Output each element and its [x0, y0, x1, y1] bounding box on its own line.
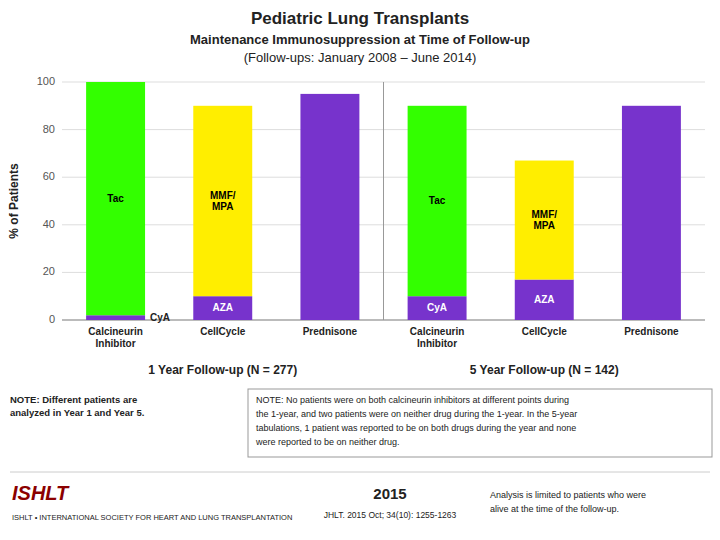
- segment-label: Tac: [107, 192, 124, 203]
- note-box: [248, 389, 712, 457]
- x-tick-label: Prednisone: [624, 326, 679, 337]
- segment-label: AZA: [534, 293, 555, 304]
- y-tick-label: 40: [43, 218, 55, 230]
- subtitle: (Follow-ups: January 2008 – June 2014): [244, 50, 477, 65]
- bar-segment: [408, 106, 467, 296]
- y-tick-label: 0: [49, 313, 55, 325]
- bar-segment: [408, 296, 467, 320]
- y-tick-label: 60: [43, 170, 55, 182]
- bar-segment: [86, 315, 145, 320]
- y-tick-label: 100: [37, 75, 55, 87]
- segment-label: AZA: [212, 302, 233, 313]
- x-tick-label: CalcineurinInhibitor: [410, 326, 464, 349]
- segment-label: MMF/MPA: [531, 208, 557, 230]
- segment-label: CyA: [427, 302, 447, 313]
- bar-segment: [193, 106, 252, 296]
- x-tick-label: Prednisone: [303, 326, 358, 337]
- note: NOTE: No patients were on both calcineur…: [255, 395, 577, 447]
- title: Pediatric Lung Transplants: [251, 9, 469, 28]
- footer-logo: ISHLT: [12, 482, 70, 504]
- footer-year: 2015: [373, 485, 406, 502]
- footer-rule: [10, 472, 710, 473]
- segment-labels: CyA Tac AZA MMF/MPA CyA Tac AZA MMF/MPA: [107, 189, 557, 322]
- segment-label: Tac: [429, 195, 446, 206]
- footer-text: ISHLT • INTERNATIONAL SOCIETY FOR HEART …: [12, 513, 292, 522]
- y-axis-label: % of Patients: [7, 163, 21, 239]
- subtitle: Maintenance Immunosuppression at Time of…: [190, 32, 530, 47]
- y-tick-label: 20: [43, 265, 55, 277]
- y-tick-label: 80: [43, 123, 55, 135]
- x-tick-label: CalcineurinInhibitor: [88, 326, 142, 349]
- segment-label: CyA: [150, 311, 170, 322]
- x-tick-label: CellCycle: [522, 326, 567, 337]
- bar-segment: [193, 296, 252, 320]
- bars: [86, 82, 681, 320]
- analysis-note: Analysis is limited to patients who were…: [490, 490, 646, 514]
- bar-segment: [622, 106, 681, 320]
- footer-reference: JHLT. 2015 Oct; 34(10): 1255-1263: [324, 510, 457, 520]
- group-divider: [383, 82, 384, 320]
- x-tick-label: CellCycle: [200, 326, 245, 337]
- segment-label: MMF/MPA: [210, 189, 236, 211]
- chart: Pediatric Lung Transplants Maintenance Im…: [0, 0, 720, 540]
- bar-segment: [515, 280, 574, 320]
- bar-segment: [300, 94, 359, 320]
- note: NOTE: Different patients areanalyzed in …: [10, 394, 144, 418]
- bar-segment: [86, 82, 145, 315]
- group-label: 1 Year Follow-up (N = 277): [148, 363, 297, 377]
- bar-segment: [515, 161, 574, 280]
- group-label: 5 Year Follow-up (N = 142): [470, 363, 619, 377]
